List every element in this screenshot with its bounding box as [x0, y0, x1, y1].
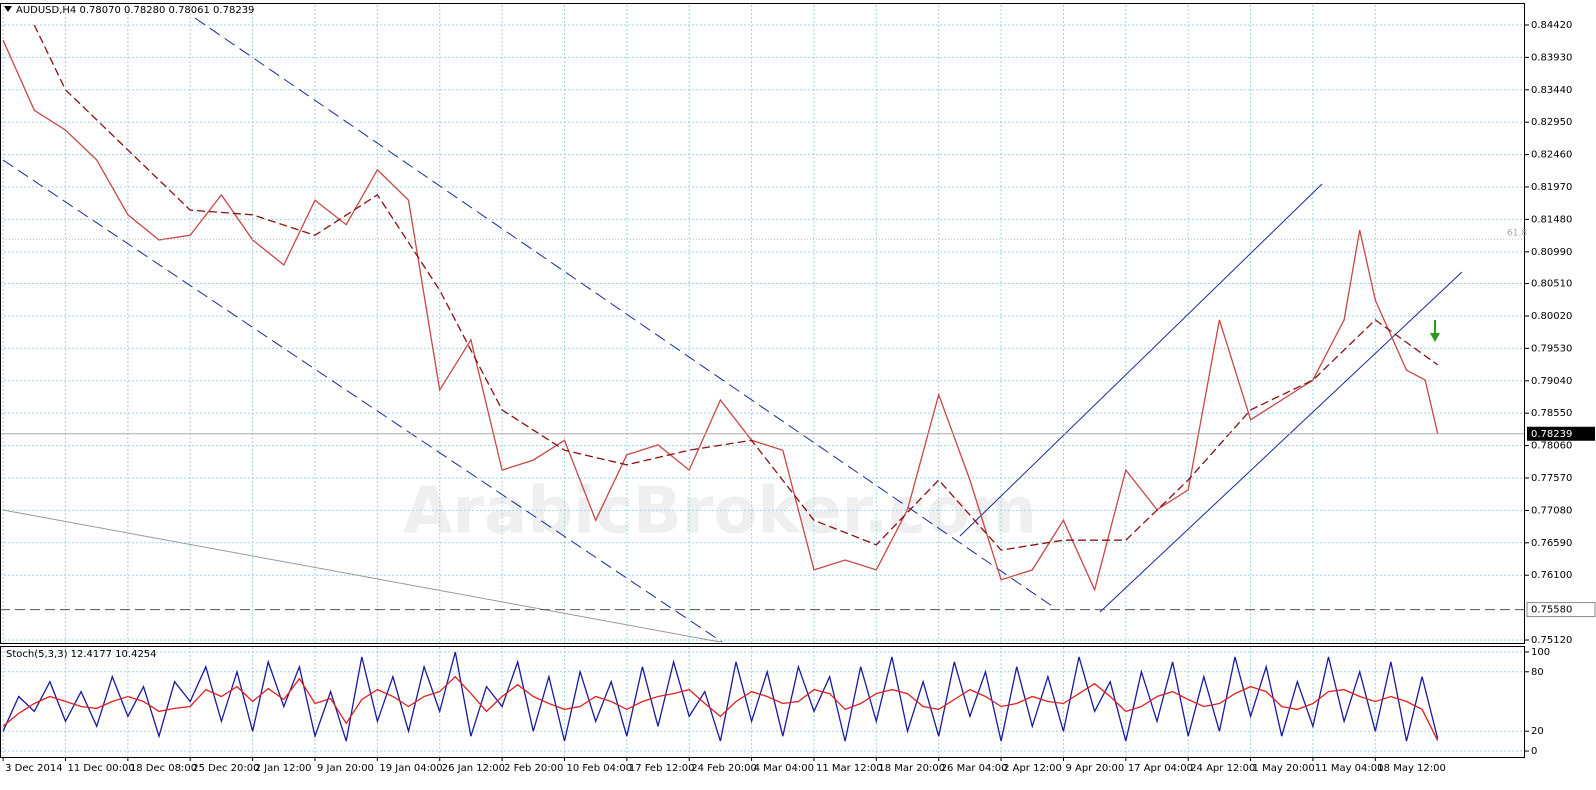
y-tick-label: 0.79040 [1531, 376, 1572, 387]
y-tick-label: 100 [1531, 647, 1550, 658]
x-tick-label: 18 Dec 08:00 [130, 763, 197, 774]
x-tick-label: 18 Mar 20:00 [878, 763, 945, 774]
series-line [2, 675, 1439, 741]
x-tick-label: 1 May 20:00 [1253, 763, 1315, 774]
x-tick-label: 25 Dec 20:00 [192, 763, 259, 774]
y-tick-label: 0.78550 [1531, 408, 1572, 419]
x-tick-label: 4 Mar 04:00 [754, 763, 814, 774]
watermark: ArabicBroker.com [403, 475, 1037, 549]
signal-arrow [1430, 320, 1440, 342]
y-tick-label: 0.81480 [1531, 214, 1572, 225]
up-channel-lower [1099, 271, 1463, 613]
level-label: 0.75580 [1531, 605, 1572, 616]
x-tick-label: 3 Dec 2014 [5, 763, 63, 774]
fib-label: 61.8 [1507, 229, 1527, 239]
y-tick-label: 0.76100 [1531, 570, 1572, 581]
x-tick-label: 19 Jan 04:00 [379, 763, 442, 774]
y-tick-label: 0.78060 [1531, 441, 1572, 452]
x-tick-label: 24 Apr 12:00 [1190, 763, 1255, 774]
x-tick-label: 2 Apr 12:00 [1003, 763, 1062, 774]
channel-upper [194, 17, 1053, 607]
long-trend [2, 509, 721, 643]
channel-lower [2, 159, 723, 643]
y-tick-label: 0.83440 [1531, 85, 1572, 96]
x-tick-label: 17 Apr 04:00 [1128, 763, 1193, 774]
level-box [1526, 602, 1596, 618]
price-frame [0, 3, 1525, 644]
arrow-head [1430, 333, 1440, 342]
x-tick-label: 24 Feb 20:00 [691, 763, 757, 774]
up-channel-upper [959, 183, 1323, 537]
indicator-title: Stoch(5,3,3) 12.4177 10.4254 [6, 649, 157, 660]
chart-title: AUDUSD,H4 0.78070 0.78280 0.78061 0.7823… [16, 5, 254, 16]
x-tick-label: 18 May 12:00 [1377, 763, 1446, 774]
x-tick-label: 26 Mar 04:00 [941, 763, 1008, 774]
last-price-label: 0.78239 [1531, 429, 1572, 440]
y-tick-label: 0.80020 [1531, 311, 1572, 322]
series [0, 24, 1525, 742]
y-tick-label: 0.80510 [1531, 279, 1572, 290]
y-tick-label: 0.80990 [1531, 247, 1572, 258]
y-tick-label: 80 [1531, 667, 1544, 678]
x-tick-label: 2 Jan 12:00 [255, 763, 312, 774]
y-tick-label: 0.76590 [1531, 538, 1572, 549]
menu-icon[interactable] [4, 6, 12, 12]
x-tick-label: 11 Dec 00:00 [67, 763, 134, 774]
trend-lines [2, 17, 1463, 643]
stoch-frame [0, 646, 1525, 758]
x-tick-label: 11 Mar 12:00 [816, 763, 883, 774]
y-tick-label: 0 [1531, 746, 1537, 757]
x-tick-label: 26 Jan 12:00 [442, 763, 505, 774]
y-tick-label: 0.75120 [1531, 635, 1572, 646]
y-tick-label: 0.82950 [1531, 117, 1572, 128]
x-tick-label: 2 Feb 20:00 [504, 763, 563, 774]
y-tick-label: 0.84420 [1531, 20, 1572, 31]
last-price-box [1527, 426, 1595, 441]
y-tick-label: 0.79530 [1531, 343, 1572, 354]
x-tick-label: 11 May 04:00 [1315, 763, 1384, 774]
y-tick-label: 0.77570 [1531, 473, 1572, 484]
y-tick-label: 0.83930 [1531, 52, 1572, 63]
y-tick-label: 20 [1531, 726, 1544, 737]
y-tick-label: 0.81970 [1531, 182, 1572, 193]
x-tick-label: 17 Feb 12:00 [629, 763, 695, 774]
series-line [33, 24, 1439, 551]
y-tick-label: 0.77080 [1531, 505, 1572, 516]
y-tick-label: 0.82460 [1531, 150, 1572, 161]
x-tick-label: 10 Feb 04:00 [566, 763, 632, 774]
x-tick-label: 9 Jan 20:00 [317, 763, 374, 774]
x-tick-label: 9 Apr 20:00 [1065, 763, 1124, 774]
